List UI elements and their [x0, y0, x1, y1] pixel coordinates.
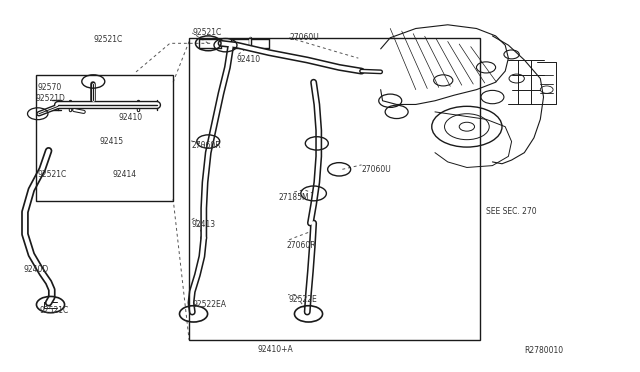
Text: 27060U: 27060U — [289, 33, 319, 42]
Text: 92410+A: 92410+A — [257, 344, 293, 353]
Text: 9240D: 9240D — [23, 265, 48, 274]
Text: 92414: 92414 — [113, 170, 136, 179]
Text: 92521C: 92521C — [192, 28, 221, 38]
Bar — [189, 38, 479, 340]
Text: 27185M: 27185M — [278, 193, 309, 202]
Text: 27060R: 27060R — [287, 241, 316, 250]
Text: 92522E: 92522E — [288, 295, 317, 304]
Text: 92415: 92415 — [100, 137, 124, 146]
Text: 92521C: 92521C — [38, 170, 67, 179]
Text: 27060U: 27060U — [362, 165, 391, 174]
Bar — [36, 75, 173, 201]
Text: 92410: 92410 — [119, 113, 143, 122]
Text: 27060R: 27060R — [191, 141, 221, 150]
Text: R2780010: R2780010 — [524, 346, 563, 355]
Text: 92570: 92570 — [38, 83, 62, 92]
Text: 92521C: 92521C — [39, 306, 68, 315]
Text: SEE SEC. 270: SEE SEC. 270 — [486, 208, 537, 217]
Text: 92410: 92410 — [237, 55, 261, 64]
Text: 92413: 92413 — [191, 221, 215, 230]
Text: 92521C: 92521C — [93, 35, 122, 44]
Text: 92521D: 92521D — [36, 94, 66, 103]
Text: 92522EA: 92522EA — [192, 300, 227, 309]
